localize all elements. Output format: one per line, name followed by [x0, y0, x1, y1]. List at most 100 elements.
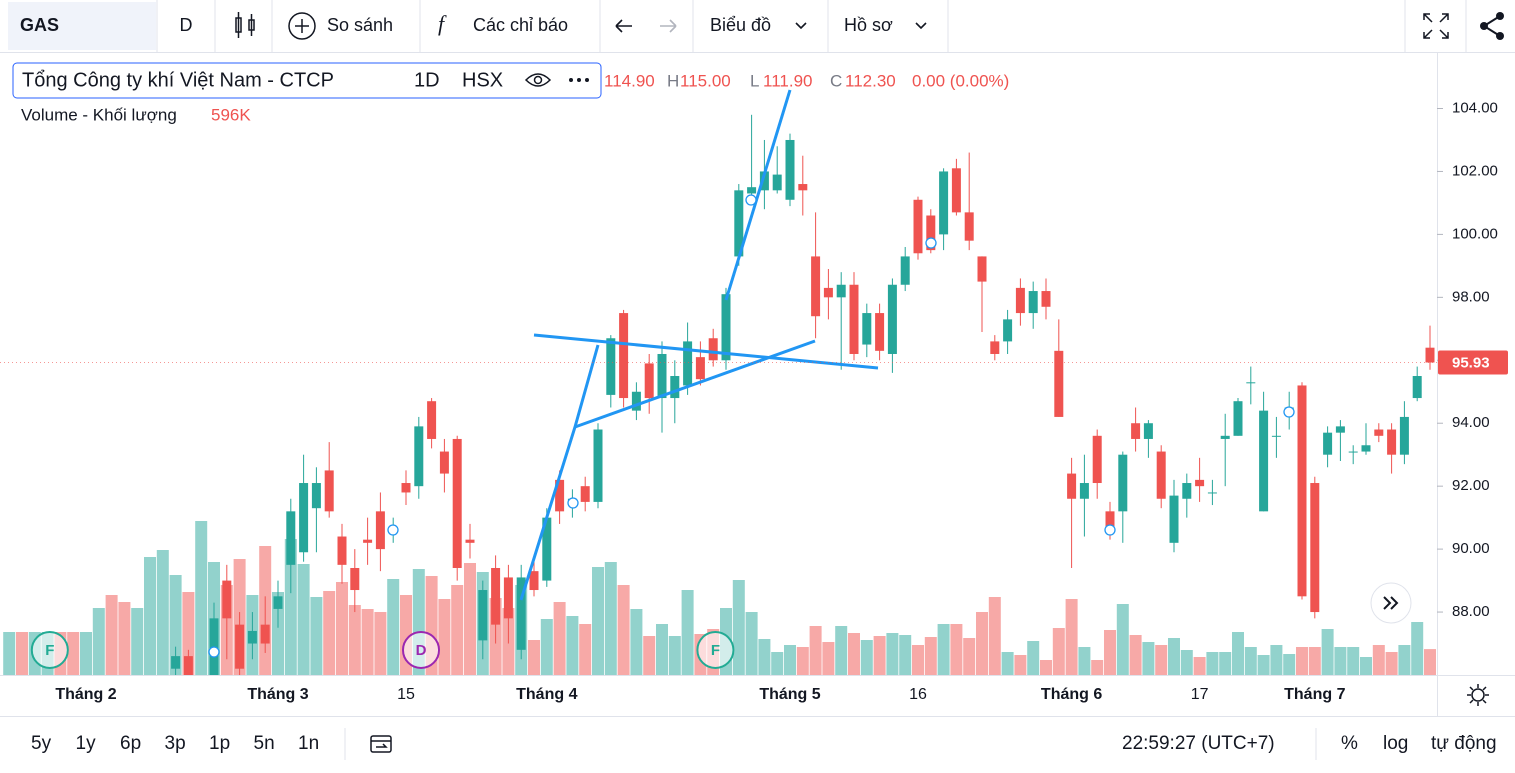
volume-bar: [105, 595, 118, 675]
candle-body: [1220, 435, 1230, 439]
compare-icon[interactable]: [288, 12, 316, 40]
candle-body: [593, 429, 603, 502]
x-tick-label: 15: [397, 686, 415, 703]
more[interactable]: [569, 78, 589, 82]
volume-bar: [1040, 660, 1052, 675]
y-tick-label: 98.00: [1452, 288, 1490, 305]
undo[interactable]: [615, 19, 632, 33]
range-button[interactable]: 6p: [120, 733, 141, 754]
eye[interactable]: [524, 73, 552, 87]
candle-body: [1028, 291, 1038, 314]
candle-body: [324, 470, 334, 512]
volume-bar: [835, 626, 848, 675]
log-toggle[interactable]: log: [1383, 733, 1408, 754]
volume-bar: [1052, 628, 1065, 675]
compare[interactable]: So sánh: [327, 15, 393, 35]
volume-bar: [963, 638, 976, 675]
candle-body: [695, 357, 705, 380]
candle-body: [478, 590, 488, 641]
candle-body: [683, 341, 693, 386]
volume-bar: [604, 562, 617, 675]
candle-body: [337, 536, 347, 565]
candle-body: [1143, 423, 1153, 439]
volume-bar: [67, 632, 80, 675]
x-tick-label: Tháng 7: [1284, 686, 1345, 703]
candle-body: [1259, 410, 1269, 512]
candle-body: [772, 174, 782, 191]
volume-bar: [873, 636, 886, 675]
fullscreen[interactable]: [1423, 13, 1449, 39]
candle-body: [43, 700, 52, 709]
candle-body: [708, 338, 718, 361]
scroll-button[interactable]: [1370, 582, 1412, 624]
volume-bar: [1257, 655, 1270, 675]
symbol-box[interactable]: [8, 2, 156, 50]
ohlc-close: 112.30: [845, 71, 896, 90]
candle-body: [747, 187, 757, 194]
date-range-icon[interactable]: [370, 735, 392, 753]
range-button[interactable]: 5y: [31, 733, 52, 754]
redo[interactable]: [660, 19, 677, 33]
chevron: [795, 22, 807, 30]
candle-body: [18, 706, 27, 719]
volume-bar: [1334, 647, 1347, 675]
candle-body: [439, 451, 449, 474]
volume-bar: [144, 557, 156, 675]
auto-toggle[interactable]: tự động: [1431, 733, 1497, 754]
volume-bar: [1180, 650, 1193, 675]
candle-body: [913, 199, 923, 254]
percent-toggle[interactable]: %: [1341, 733, 1358, 754]
settings[interactable]: [1467, 684, 1489, 706]
range-button[interactable]: 3p: [165, 733, 186, 754]
symbol[interactable]: GAS: [20, 15, 59, 35]
range-button[interactable]: 1y: [76, 733, 97, 754]
volume-bar: [784, 645, 796, 675]
candle-body: [657, 353, 667, 399]
candle-body: [849, 284, 859, 354]
candle-body: [1297, 385, 1307, 597]
volume-bar: [1372, 645, 1385, 675]
candle-body: [247, 630, 257, 644]
chart-type[interactable]: Biểu đồ: [710, 15, 771, 35]
y-tick-label: 90.00: [1452, 540, 1490, 557]
candle-body: [491, 567, 501, 625]
volume-bar: [617, 585, 630, 675]
candle-icon[interactable]: [235, 12, 255, 38]
candle-body: [823, 287, 833, 298]
candle-body: [734, 190, 744, 257]
candle-body: [350, 567, 360, 591]
candle-body: [619, 313, 629, 399]
candle-body: [1195, 479, 1205, 487]
candle-body: [1335, 426, 1345, 433]
share[interactable]: [1480, 12, 1504, 40]
candle-body: [1041, 291, 1051, 307]
range-button[interactable]: 5n: [254, 733, 275, 754]
candle-body: [785, 139, 795, 200]
candle-body: [1079, 483, 1089, 499]
range-button[interactable]: 1p: [209, 733, 230, 754]
range-button[interactable]: 1n: [298, 733, 319, 754]
volume-bar: [988, 597, 1001, 675]
indicators[interactable]: Các chỉ báo: [473, 15, 568, 35]
volume-bar: [1347, 647, 1360, 675]
y-tick-label: 102.00: [1452, 162, 1498, 179]
volume-bar: [822, 642, 835, 675]
candle-body: [183, 656, 193, 675]
profile[interactable]: Hồ sơ: [844, 15, 893, 35]
volume-bar: [1091, 660, 1104, 675]
volume-bar: [323, 591, 336, 675]
interval[interactable]: D: [180, 15, 193, 35]
volume-bar: [681, 590, 694, 675]
fx-icon[interactable]: f: [438, 11, 447, 36]
legend-box[interactable]: [12, 62, 602, 99]
candle-body: [811, 256, 821, 317]
volume-bar: [310, 597, 323, 675]
volume-bar: [1411, 622, 1424, 675]
candle-body: [644, 363, 654, 399]
clock: 22:59:27 (UTC+7): [1122, 733, 1275, 754]
volume-bar: [1104, 630, 1116, 675]
volume-bar: [553, 602, 566, 675]
candle-body: [875, 313, 885, 351]
candle-body: [1054, 350, 1064, 417]
